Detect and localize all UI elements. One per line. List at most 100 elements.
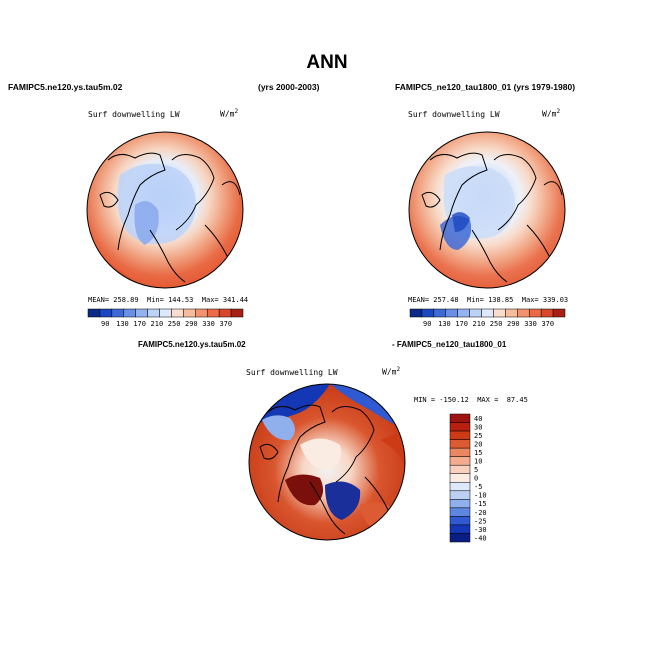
- diff-colorbar-label: -40: [474, 534, 487, 542]
- panel-b-variable: Surf downwelling LW: [408, 110, 500, 119]
- panel-b-colorbar-swatch: [457, 308, 470, 318]
- panel-b-stats: MEAN= 257.48 Min= 138.85 Max= 339.03: [408, 296, 569, 304]
- panel-b-colorbar-swatch: [481, 308, 494, 318]
- panel-a-colorbar-label: 170: [133, 320, 146, 328]
- diff-colorbar-label: 25: [474, 432, 482, 440]
- diff-map: [249, 384, 405, 540]
- panel-b-colorbar-swatch: [445, 308, 458, 318]
- panel-a-stats: MEAN= 258.89 Min= 144.53 Max= 341.44: [88, 296, 249, 304]
- panel-b-colorbar-label: 170: [455, 320, 468, 328]
- panel-b-units-exp: 2: [556, 108, 561, 115]
- panel-b-colorbar-label: 370: [541, 320, 554, 328]
- diff-units-exp: 2: [396, 366, 401, 373]
- panel-b-colorbar: [409, 308, 566, 318]
- panel-a-colorbar-label: 330: [202, 320, 215, 328]
- diff-colorbar-swatch: [449, 499, 471, 509]
- diff-colorbar-label: -30: [474, 526, 487, 534]
- diff-colorbar-swatch: [449, 430, 471, 440]
- diff-colorbar-label: -20: [474, 509, 487, 517]
- panel-a-colorbar-swatch: [183, 308, 196, 318]
- case-b-label: FAMIPC5_ne120_tau1800_01 (yrs 1979-1980): [395, 82, 576, 92]
- diff-stats: MIN = -150.12 MAX = 87.45: [414, 396, 528, 404]
- panel-a-units-base: W/m: [220, 109, 235, 119]
- diff-colorbar-swatch: [449, 456, 471, 466]
- panel-b-units-base: W/m: [542, 109, 557, 119]
- panel-a-colorbar-swatch: [99, 308, 113, 318]
- diff-variable: Surf downwelling LW: [246, 368, 338, 377]
- diff-units-base: W/m: [382, 367, 397, 377]
- panel-a-colorbar-swatch: [147, 308, 160, 318]
- diff-colorbar-swatch: [449, 473, 471, 483]
- panel-a-colorbar-label: 370: [219, 320, 232, 328]
- panel-b-colorbar-swatch: [493, 308, 506, 318]
- panel-b-colorbar-label: 130: [438, 320, 451, 328]
- panel-a-colorbar-swatch: [195, 308, 208, 318]
- panel-a-units: W/m2: [220, 108, 238, 119]
- diff-colorbar-swatch: [449, 439, 471, 449]
- panel-a-colorbar-swatch: [171, 308, 184, 318]
- panel-a-colorbar-swatch: [206, 308, 220, 318]
- diff-colorbar-swatch: [449, 413, 471, 423]
- diff-units: W/m2: [382, 366, 400, 377]
- panel-a-colorbar-swatch: [123, 308, 136, 318]
- diff-colorbar-swatch: [449, 464, 471, 474]
- case-a-years: (yrs 2000-2003): [258, 82, 320, 92]
- diff-colorbar-label: -15: [474, 500, 487, 508]
- panel-a-colorbar-label: 250: [168, 320, 181, 328]
- panel-b-colorbar-label: 290: [507, 320, 520, 328]
- panel-a-colorbar-swatch: [111, 308, 125, 318]
- panel-b-units: W/m2: [542, 108, 560, 119]
- diff-colorbar-label: 30: [474, 423, 482, 431]
- panel-a-colorbar-label: 290: [185, 320, 198, 328]
- panel-b-colorbar-label: 90: [423, 320, 431, 328]
- diff-colorbar: [449, 413, 471, 543]
- panel-a-colorbar-swatch: [159, 308, 172, 318]
- diff-colorbar-label: 0: [474, 475, 478, 483]
- panel-a-colorbar-label: 130: [116, 320, 129, 328]
- diff-colorbar-swatch: [449, 533, 471, 543]
- panel-b-colorbar-label: 250: [490, 320, 503, 328]
- diff-colorbar-label: 20: [474, 441, 482, 449]
- diff-colorbar-label: -5: [474, 483, 482, 491]
- panel-b-colorbar-label: 210: [473, 320, 486, 328]
- figure-title: ANN: [306, 52, 348, 73]
- panel-b-colorbar-label: 330: [524, 320, 537, 328]
- panel-b-colorbar-swatch: [469, 308, 482, 318]
- panel-a-colorbar-label: 90: [101, 320, 109, 328]
- diff-colorbar-label: 15: [474, 449, 482, 457]
- diff-colorbar-swatch: [449, 516, 471, 526]
- panel-a-colorbar-swatch: [135, 308, 148, 318]
- panel-b-colorbar-swatch: [528, 308, 542, 318]
- diff-header-b: - FAMIPC5_ne120_tau1800_01: [392, 340, 507, 349]
- panel-b-colorbar-swatch: [540, 308, 554, 318]
- diff-header-a: FAMIPC5.ne120.ys.tau5m.02: [138, 340, 246, 349]
- panel-a-map: [87, 132, 243, 288]
- diff-colorbar-swatch: [449, 490, 471, 500]
- diff-colorbar-swatch: [449, 422, 471, 432]
- panel-b-colorbar-swatch: [552, 308, 566, 318]
- panel-a-units-exp: 2: [234, 108, 239, 115]
- diff-colorbar-label: 5: [474, 466, 478, 474]
- panel-a-variable: Surf downwelling LW: [88, 110, 180, 119]
- panel-a-colorbar-labels: 90 130 170 210 250 290 330 370: [101, 320, 232, 328]
- diff-colorbar-label: -10: [474, 492, 487, 500]
- panel-a-colorbar-swatch: [230, 308, 244, 318]
- panel-b-colorbar-swatch: [409, 308, 423, 318]
- panel-a-colorbar: [87, 308, 244, 318]
- panel-a-colorbar-swatch: [87, 308, 101, 318]
- diff-colorbar-swatch: [449, 447, 471, 457]
- panel-a-colorbar-label: 210: [151, 320, 164, 328]
- panel-b-colorbar-swatch: [517, 308, 530, 318]
- diff-colorbar-label: 40: [474, 415, 482, 423]
- panel-b-colorbar-swatch: [421, 308, 435, 318]
- case-a-label: FAMIPC5.ne120.ys.tau5m.02: [8, 82, 123, 92]
- diff-colorbar-label: 10: [474, 458, 482, 466]
- panel-b-colorbar-swatch: [433, 308, 447, 318]
- panel-b-colorbar-swatch: [505, 308, 518, 318]
- panel-b-map: [409, 132, 565, 288]
- diff-colorbar-swatch: [449, 482, 471, 492]
- diff-colorbar-swatch: [449, 507, 471, 517]
- panel-b-colorbar-labels: 90 130 170 210 250 290 330 370: [423, 320, 554, 328]
